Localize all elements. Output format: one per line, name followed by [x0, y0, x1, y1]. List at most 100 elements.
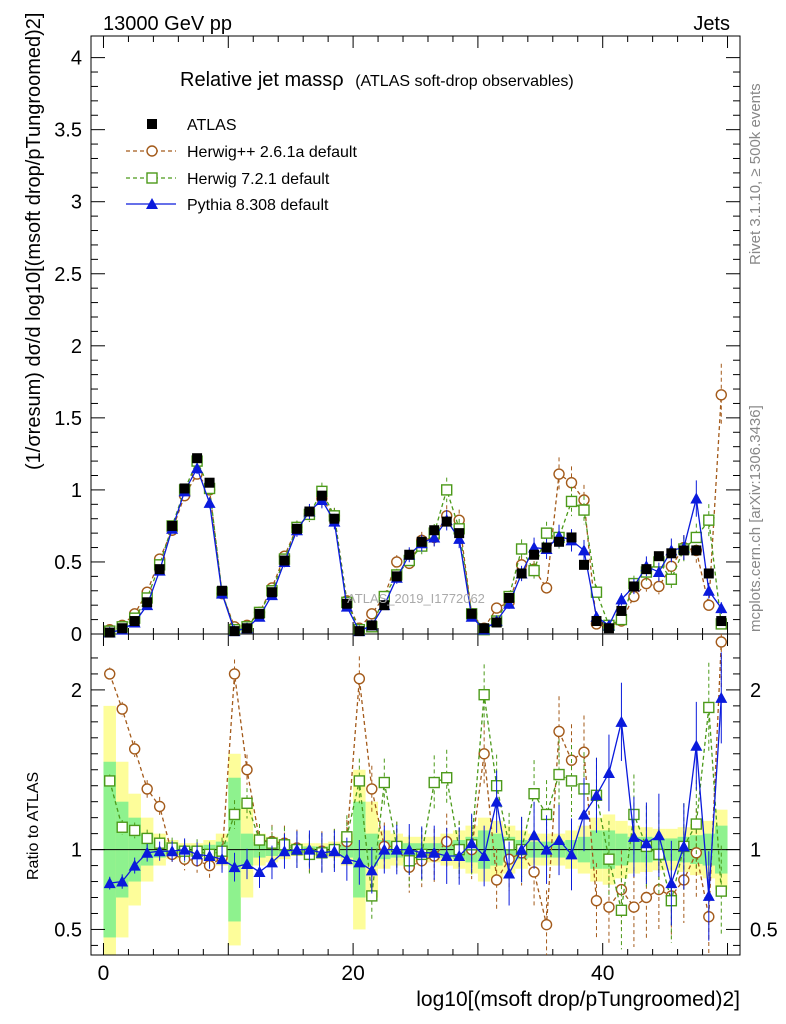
data-point [428, 531, 441, 543]
data-point [565, 495, 578, 508]
data-point [304, 506, 315, 517]
data-point [403, 843, 416, 855]
data-point [354, 626, 365, 637]
data-point [116, 821, 128, 833]
data-point [716, 616, 727, 627]
y-tick-label: 2.5 [54, 264, 82, 286]
y-tick-label: 4 [71, 48, 82, 70]
data-point [178, 843, 191, 855]
data-point [640, 837, 653, 849]
data-point [503, 597, 516, 609]
data-point [553, 725, 565, 738]
data-point [141, 832, 153, 845]
data-point [128, 824, 141, 837]
data-point [142, 597, 153, 608]
data-point [540, 582, 553, 594]
data-point [129, 616, 140, 627]
data-point [528, 564, 540, 577]
data-point [540, 843, 553, 855]
data-point [703, 514, 715, 526]
data-point [278, 845, 291, 857]
data-point [641, 564, 652, 575]
data-point [515, 543, 528, 555]
data-point [365, 864, 378, 876]
data-point [153, 845, 166, 857]
ratio-line [109, 641, 722, 925]
x-tick-label: 20 [341, 962, 364, 985]
data-point [104, 627, 115, 638]
data-point [241, 797, 253, 809]
ratio-y-tick-label-right: 1 [750, 840, 761, 862]
top-y-axis-label: (1/σresum) dσ/d log10[(msoft drop/pTungr… [23, 13, 45, 470]
data-point [204, 477, 215, 488]
data-point [366, 608, 378, 620]
data-point [416, 536, 427, 547]
ratio-y-tick-label-right: 2 [750, 680, 761, 702]
data-point [603, 901, 615, 913]
chart-title-sub: (ATLAS soft-drop observables) [355, 73, 573, 90]
y-tick-label: 1.5 [54, 408, 82, 430]
data-point [192, 453, 203, 464]
data-point [578, 559, 589, 570]
x-axis-label: log10[(msoft drop/pTungroomed)2] [416, 988, 740, 1011]
data-point [153, 800, 166, 813]
data-point [316, 490, 327, 501]
data-point [603, 853, 615, 865]
data-point [291, 523, 302, 534]
data-point [615, 593, 628, 605]
data-point [141, 783, 153, 795]
side-text-lower: mcplots.cern.ch [arXiv:1306.3436] [747, 405, 764, 632]
data-point [216, 853, 229, 865]
data-point [116, 703, 128, 715]
ratio-plot-markers [103, 634, 728, 955]
data-point [303, 843, 316, 855]
y-tick-label: 3 [71, 192, 82, 214]
data-point [379, 600, 390, 611]
data-point [652, 566, 665, 578]
data-point [577, 808, 590, 820]
data-point [147, 119, 157, 129]
data-point [341, 598, 352, 609]
data-point [690, 818, 703, 830]
data-point [565, 476, 578, 489]
data-point [428, 776, 440, 789]
data-point [465, 837, 478, 849]
data-point [690, 739, 703, 751]
data-point [104, 775, 116, 787]
data-point [217, 585, 228, 596]
data-point [428, 846, 441, 858]
data-point [653, 580, 665, 593]
data-point [466, 608, 477, 619]
data-point [266, 587, 277, 598]
data-point [703, 701, 715, 714]
data-point [441, 516, 452, 527]
data-point [615, 904, 628, 916]
data-point [615, 613, 628, 626]
data-point [146, 145, 158, 157]
data-point [616, 605, 627, 616]
data-point [591, 616, 602, 627]
data-point [353, 775, 366, 787]
data-point [503, 867, 516, 879]
data-point [665, 560, 678, 572]
y-tick-label: 1 [71, 480, 82, 502]
data-point [702, 584, 715, 596]
side-text-upper: Rivet 3.1.10, ≥ 500k events [747, 83, 764, 265]
data-point [715, 691, 728, 703]
chart-title: Relative jet massρ (ATLAS soft-drop obse… [180, 69, 574, 91]
data-point [242, 623, 253, 634]
data-point [528, 788, 540, 800]
data-point [228, 808, 241, 821]
data-point [578, 504, 590, 516]
data-point [241, 764, 253, 776]
data-point [653, 551, 664, 562]
data-point [353, 856, 366, 868]
data-point [203, 849, 216, 861]
data-point [353, 673, 366, 685]
legend-label: Herwig++ 2.6.1a default [187, 144, 357, 161]
data-point [228, 861, 241, 873]
data-point [478, 688, 490, 701]
data-point [715, 636, 727, 648]
data-point [378, 843, 391, 855]
data-point [478, 849, 491, 861]
